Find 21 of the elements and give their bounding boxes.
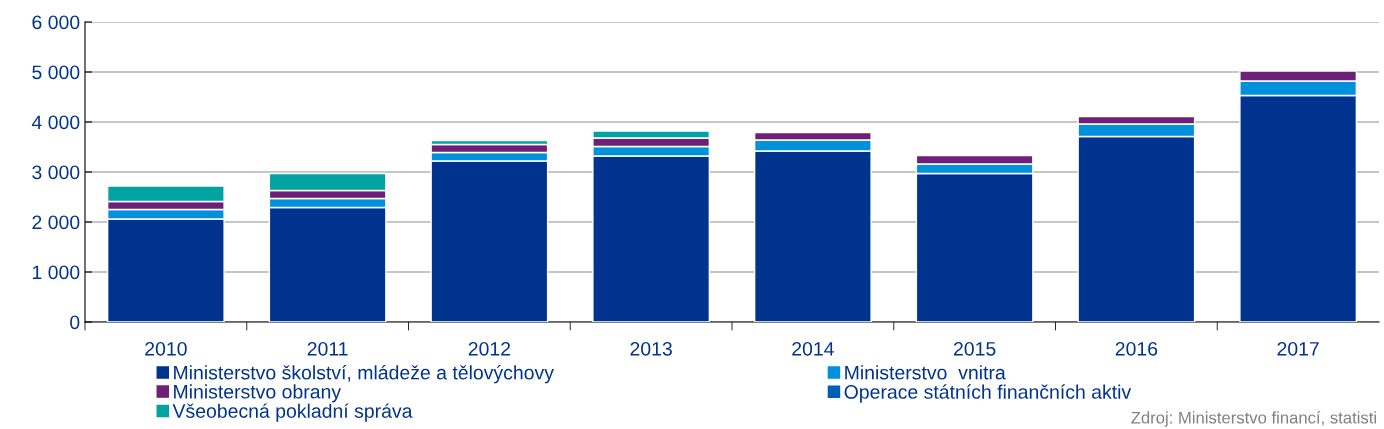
legend-label: Ministerstvo školství, mládeže a tělovýchovy bbox=[174, 365, 554, 384]
legend-label: Všeobecná pokladní správa bbox=[172, 403, 413, 422]
legend-label: Ministerstvo obrany bbox=[174, 384, 342, 403]
y-tick-label: 1 000 bbox=[32, 265, 80, 280]
x-tick-label: 2016 bbox=[1115, 341, 1158, 356]
y-tick-label: 3 000 bbox=[32, 165, 80, 180]
x-tick-label: 2010 bbox=[145, 341, 187, 356]
x-tick-label: 2015 bbox=[953, 341, 996, 356]
y-tick-label: 6 000 bbox=[32, 15, 80, 30]
text: Zdroj: Ministerstvo financí, statisti bbox=[1131, 411, 1376, 427]
legend-label: Operace státních finančních aktiv bbox=[844, 384, 1132, 403]
y-tick-label: 0 bbox=[70, 315, 80, 330]
x-tick-label: 2017 bbox=[1277, 341, 1319, 356]
x-tick-label: 2013 bbox=[630, 341, 672, 356]
x-tick-label: 2011 bbox=[307, 341, 348, 356]
y-tick-label: 4 000 bbox=[31, 115, 80, 130]
legend-label: Ministerstvo vnitra bbox=[845, 365, 1006, 380]
x-tick-label: 2014 bbox=[792, 341, 834, 356]
y-tick-label: 5 000 bbox=[32, 65, 80, 80]
y-tick-label: 2 000 bbox=[32, 215, 80, 230]
x-tick-label: 2012 bbox=[468, 341, 511, 356]
